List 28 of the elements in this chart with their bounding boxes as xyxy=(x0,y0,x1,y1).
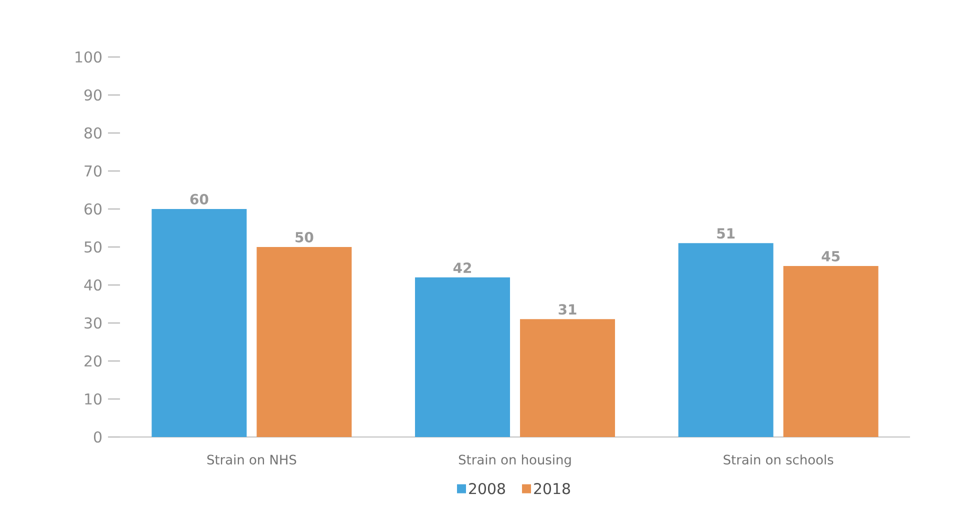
data-label: 50 xyxy=(296,232,314,242)
legend-label: 2018 xyxy=(534,482,570,494)
y-tick-label: 100 xyxy=(76,51,102,63)
data-label: 42 xyxy=(453,262,472,273)
data-label: 31 xyxy=(558,304,576,315)
x-tick-label: Strain on schools xyxy=(724,454,834,465)
data-label: 51 xyxy=(717,228,735,239)
x-tick-label: Strain on housing xyxy=(458,454,571,468)
data-label: 60 xyxy=(190,194,208,204)
legend-label: 2008 xyxy=(469,482,505,494)
y-tick-label: 60 xyxy=(84,203,102,215)
bar xyxy=(678,243,774,437)
y-tick-label: 10 xyxy=(85,393,102,405)
y-tick-label: 80 xyxy=(84,127,102,139)
bar xyxy=(783,266,878,437)
y-tick-label: 20 xyxy=(84,355,102,367)
bar xyxy=(415,277,510,437)
y-tick-label: 0 xyxy=(94,431,102,443)
y-tick-label: 90 xyxy=(84,89,102,101)
bar xyxy=(520,319,616,437)
y-tick-label: 40 xyxy=(84,279,102,291)
y-tick-label: 70 xyxy=(84,165,102,177)
x-tick-label: Strain on NHS xyxy=(207,454,296,465)
y-tick-label: 50 xyxy=(84,241,102,253)
data-label: 45 xyxy=(822,251,840,262)
bar xyxy=(256,246,352,437)
y-tick-label: 30 xyxy=(84,317,102,329)
bar xyxy=(152,208,247,437)
